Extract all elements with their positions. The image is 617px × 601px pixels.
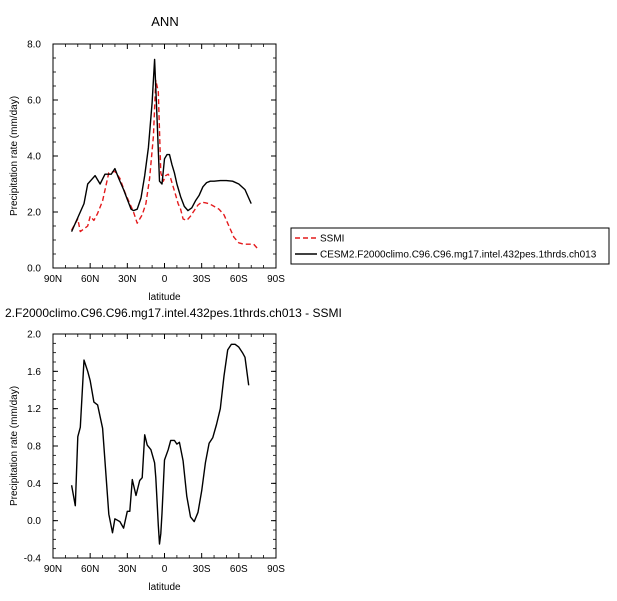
x-axis-label: latitude bbox=[148, 292, 181, 303]
y-tick-label: 2.0 bbox=[27, 330, 41, 341]
y-axis-label: Precipitation rate (mm/day) bbox=[9, 96, 20, 216]
x-tick-label: 90S bbox=[267, 274, 285, 285]
x-tick-label: 30S bbox=[193, 274, 211, 285]
x-axis-label: latitude bbox=[148, 582, 181, 593]
y-tick-label: 6.0 bbox=[27, 96, 41, 107]
x-tick-label: 30S bbox=[193, 564, 211, 575]
y-tick-label: 0.4 bbox=[27, 479, 41, 490]
y-tick-label: 1.6 bbox=[27, 367, 41, 378]
x-tick-label: 0 bbox=[162, 564, 168, 575]
legend-box bbox=[290, 227, 610, 265]
plot-frame bbox=[52, 43, 277, 269]
series-line-1 bbox=[70, 58, 252, 232]
legend-label: CESM2.F2000climo.C96.C96.mg17.intel.432p… bbox=[320, 250, 597, 261]
y-tick-label: 0.0 bbox=[27, 264, 41, 275]
x-tick-label: 60S bbox=[230, 274, 248, 285]
x-tick-label: 60N bbox=[81, 564, 99, 575]
series-line-0 bbox=[70, 343, 250, 545]
x-tick-label: 0 bbox=[162, 274, 168, 285]
y-tick-label: -0.4 bbox=[24, 554, 42, 565]
x-tick-label: 90S bbox=[267, 564, 285, 575]
y-tick-label: 4.0 bbox=[27, 152, 41, 163]
legend-label: SSMI bbox=[320, 234, 344, 245]
y-tick-label: 0.0 bbox=[27, 516, 41, 527]
x-tick-label: 30N bbox=[118, 564, 136, 575]
y-tick-label: 8.0 bbox=[27, 40, 41, 51]
x-tick-label: 90N bbox=[44, 564, 62, 575]
x-tick-label: 60S bbox=[230, 564, 248, 575]
chart-title: 2.F2000climo.C96.C96.mg17.intel.432pes.1… bbox=[5, 306, 342, 320]
chart-title: ANN bbox=[151, 14, 178, 29]
x-tick-label: 90N bbox=[44, 274, 62, 285]
y-tick-label: 0.8 bbox=[27, 442, 41, 453]
x-tick-label: 30N bbox=[118, 274, 136, 285]
y-axis-label: Precipitation rate (mm/day) bbox=[9, 386, 20, 506]
y-tick-label: 2.0 bbox=[27, 208, 41, 219]
y-tick-label: 1.2 bbox=[27, 404, 41, 415]
series-line-0 bbox=[70, 79, 258, 249]
x-tick-label: 60N bbox=[81, 274, 99, 285]
